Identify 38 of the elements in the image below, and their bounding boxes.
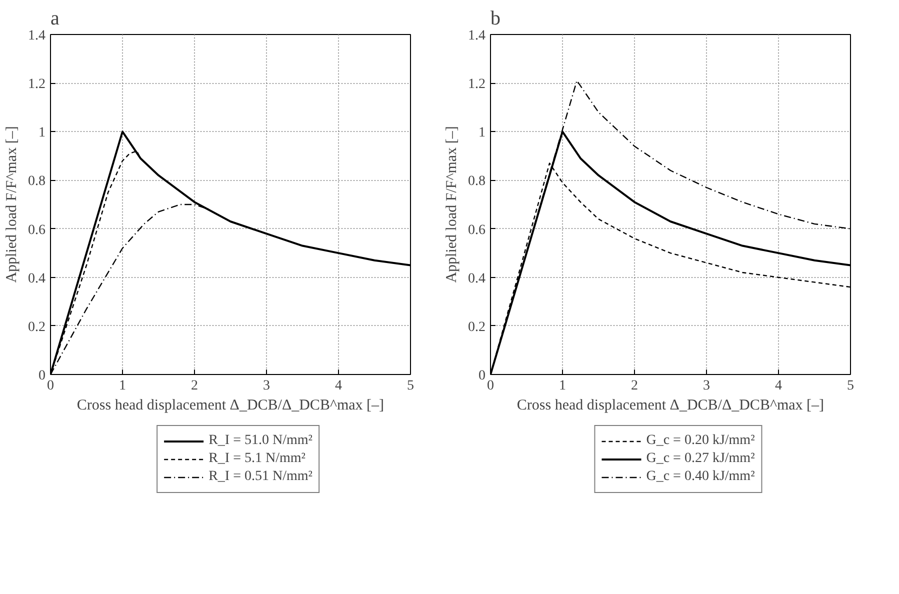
x-tick-label: 2: [631, 378, 638, 394]
legend-label: G_c = 0.20 kJ/mm²: [646, 433, 755, 449]
y-tick-label: 1.2: [468, 77, 486, 92]
y-tick-label: 0.4: [468, 271, 486, 286]
legend-label: R_I = 5.1 N/mm²: [208, 451, 306, 467]
y-tick-label: 1.2: [28, 77, 46, 92]
y-tick-label: 0.2: [468, 320, 486, 335]
x-tick-label: 3: [263, 378, 270, 394]
x-tick-label: 1: [119, 378, 126, 394]
y-tick-label: 0.6: [468, 222, 486, 238]
x-tick-label: 1: [559, 378, 566, 394]
chart-title: b: [490, 8, 500, 30]
y-tick-label: 0.2: [28, 320, 46, 335]
x-axis-title: Cross head displacement Δ_DCB/Δ_DCB^max [–]: [516, 398, 824, 414]
y-tick-label: 1: [478, 126, 486, 141]
x-tick-label: 2: [191, 378, 198, 394]
y-tick-label: 0: [478, 368, 486, 384]
x-tick-label: 5: [847, 378, 854, 394]
legend-label: R_I = 0.51 N/mm²: [208, 469, 312, 485]
x-axis-title: Cross head displacement Δ_DCB/Δ_DCB^max [–]: [76, 398, 384, 414]
legend-label: G_c = 0.40 kJ/mm²: [646, 469, 755, 485]
y-tick-label: 1: [38, 126, 46, 141]
y-tick-label: 0.8: [28, 174, 46, 190]
y-tick-label: 0.4: [28, 271, 46, 286]
y-tick-label: 1.4: [28, 28, 46, 44]
x-tick-label: 3: [703, 378, 710, 394]
chart-title: a: [50, 8, 60, 30]
x-tick-label: 5: [407, 378, 414, 394]
y-tick-label: 1.4: [468, 28, 486, 44]
x-tick-label: 4: [335, 378, 342, 394]
legend-label: R_I = 51.0 N/mm²: [208, 433, 312, 449]
y-axis-title: Applied load F/F^max [–]: [444, 126, 460, 283]
legend-label: G_c = 0.27 kJ/mm²: [646, 451, 755, 467]
y-tick-label: 0.6: [28, 222, 46, 238]
x-tick-label: 4: [775, 378, 782, 394]
y-tick-label: 0.8: [468, 174, 486, 190]
y-tick-label: 0: [38, 368, 46, 384]
y-axis-title: Applied load F/F^max [–]: [4, 126, 20, 283]
